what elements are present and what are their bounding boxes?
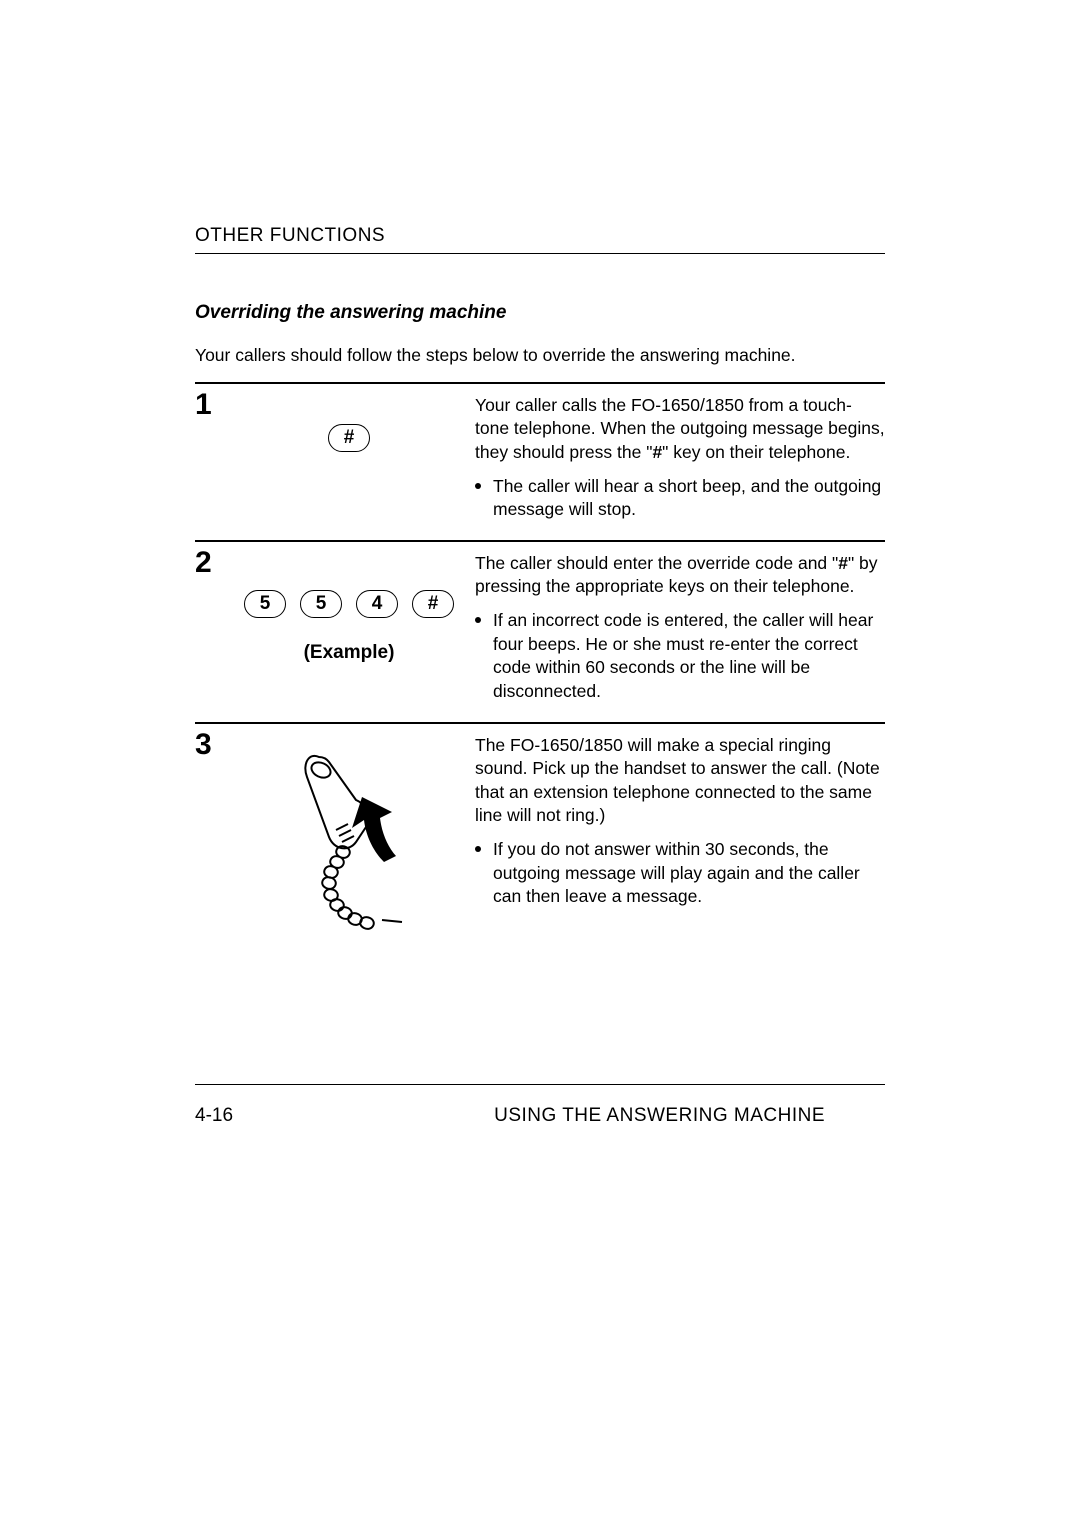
bullet-item: If you do not answer within 30 seconds, …: [475, 838, 885, 909]
step-bullets: The caller will hear a short beep, and t…: [475, 475, 885, 522]
page-content: OTHER FUNCTIONS Overriding the answering…: [195, 225, 885, 952]
step-number: 3: [195, 730, 223, 942]
key-wrap: #: [223, 424, 475, 452]
page-number: 4-16: [195, 1105, 233, 1127]
step-2: 2 5 5 4 # (Example) The caller should en…: [195, 542, 885, 722]
digit-key-icon: 5: [300, 590, 342, 618]
example-label: (Example): [304, 642, 395, 664]
header-title: OTHER FUNCTIONS: [195, 225, 885, 253]
step-text: Your caller calls the FO-1650/1850 from …: [475, 394, 885, 465]
step-bullets: If you do not answer within 30 seconds, …: [475, 838, 885, 909]
step-visual: #: [223, 390, 475, 530]
step-visual: [223, 730, 475, 942]
step-text: The FO-1650/1850 will make a special rin…: [475, 734, 885, 829]
footer-rule: [195, 1084, 885, 1085]
bullet-item: If an incorrect code is entered, the cal…: [475, 609, 885, 704]
step-body: The caller should enter the override cod…: [475, 548, 885, 712]
intro-text: Your callers should follow the steps bel…: [195, 344, 885, 368]
digit-key-icon: 4: [356, 590, 398, 618]
footer-row: 4-16 USING THE ANSWERING MACHINE: [195, 1105, 885, 1127]
bullet-item: The caller will hear a short beep, and t…: [475, 475, 885, 522]
step-number: 2: [195, 548, 223, 712]
step-body: Your caller calls the FO-1650/1850 from …: [475, 390, 885, 530]
step-3: 3: [195, 724, 885, 952]
step-visual: 5 5 4 # (Example): [223, 548, 475, 712]
page-footer: 4-16 USING THE ANSWERING MACHINE: [195, 1084, 885, 1127]
step-text: The caller should enter the override cod…: [475, 552, 885, 599]
handset-pickup-icon: [274, 742, 424, 942]
chapter-title: USING THE ANSWERING MACHINE: [494, 1105, 885, 1127]
digit-key-icon: 5: [244, 590, 286, 618]
header-rule: [195, 253, 885, 254]
step-number: 1: [195, 390, 223, 530]
step-bullets: If an incorrect code is entered, the cal…: [475, 609, 885, 704]
step-body: The FO-1650/1850 will make a special rin…: [475, 730, 885, 942]
key-row: 5 5 4 #: [244, 590, 454, 618]
hash-key-icon: #: [412, 590, 454, 618]
step-1: 1 # Your caller calls the FO-1650/1850 f…: [195, 384, 885, 540]
section-title: Overriding the answering machine: [195, 302, 885, 324]
hash-key-icon: #: [328, 424, 370, 452]
